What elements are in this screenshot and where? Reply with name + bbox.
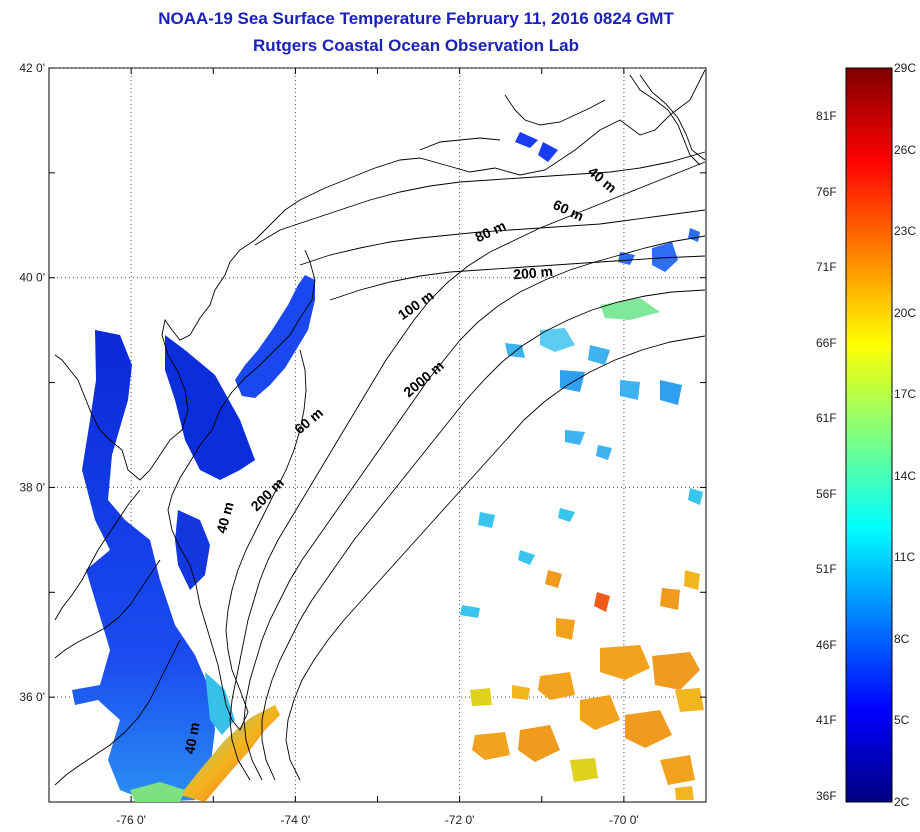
lat-tick-label: 42 0' [19,61,45,75]
lon-tick-label: -72 0' [445,813,475,827]
colorbar-fahrenheit-label: 76F [816,184,837,199]
lat-tick-label: 38 0' [19,480,45,494]
colorbar-celsius-label: 8C [894,631,910,646]
colorbar-celsius-label: 20C [894,305,917,320]
lon-tick-label: -74 0' [281,813,311,827]
isobath-label: 40 m [181,721,202,755]
colorbar-celsius-label: 14C [894,468,917,483]
colorbar-celsius-label: 2C [894,795,910,809]
map-subtitle: Rutgers Coastal Ocean Observation Lab [253,36,579,55]
colorbar-fahrenheit-label: 71F [816,260,837,275]
colorbar [845,67,893,803]
colorbar-celsius-label: 11C [894,550,916,565]
colorbar-celsius-label: 23C [894,224,917,239]
colorbar-celsius-label: 26C [894,142,917,157]
sst-field-chesapeake-delaware [72,275,315,802]
colorbar-celsius-label: 17C [894,387,917,402]
sst-patches-offshore [460,132,704,800]
colorbar-fahrenheit-label: 61F [816,411,837,426]
lat-tick-label: 40 0' [19,271,45,285]
lon-tick-label: -70 0' [609,813,639,827]
axis-ticks: 42 0' 40 0' 38 0' 36 0' -76 0' -74 0' -72 0' -7… [19,61,707,827]
colorbar-fahrenheit-label: 46F [816,637,837,652]
isobath-label: 200 m [513,263,554,282]
lat-tick-label: 36 0' [19,690,45,704]
colorbar-fahrenheit-label: 66F [816,335,837,350]
colorbar-fahrenheit-label: 56F [816,486,837,501]
map-title: NOAA-19 Sea Surface Temperature February… [158,9,674,28]
coastline-and-isobaths [54,69,706,786]
colorbar-fahrenheit-label: 36F [816,788,837,803]
colorbar-fahrenheit-label: 51F [816,562,837,577]
colorbar-fahrenheit-label: 41F [816,713,837,728]
colorbar-celsius-label: 29C [894,61,917,75]
colorbar-fahrenheit-label: 81F [816,109,837,124]
colorbar-celsius-label: 5C [894,713,910,728]
lon-tick-label: -76 0' [116,813,146,827]
isobath-label: 40 m [213,500,237,535]
